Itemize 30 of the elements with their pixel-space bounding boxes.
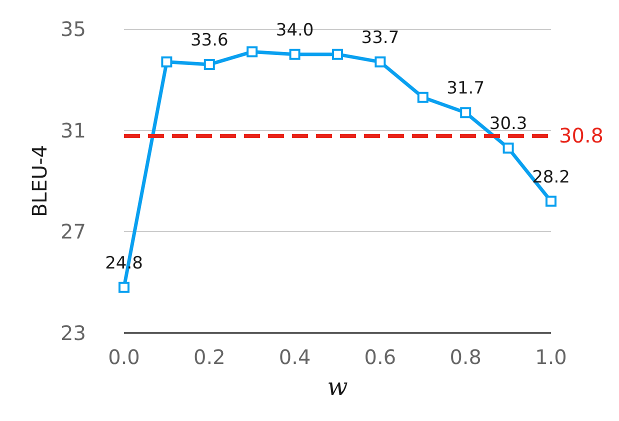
point: [246, 46, 258, 58]
point: [161, 56, 172, 68]
data-label: 30.3: [489, 114, 528, 134]
ref-line-label: 30.8: [559, 123, 604, 148]
data-label: 28.2: [532, 167, 570, 188]
y-tick-label: 31: [60, 118, 86, 142]
y-tick-label: 27: [60, 220, 86, 244]
point: [460, 107, 472, 118]
x-tick-label: 0.6: [364, 345, 396, 369]
point: [289, 48, 300, 60]
point: [546, 196, 556, 207]
point: [417, 92, 428, 103]
point: [332, 48, 343, 60]
data-label: 33.7: [361, 28, 400, 48]
y-tick-label: 23: [60, 321, 86, 345]
point: [502, 142, 514, 154]
data-label: 34.0: [276, 20, 314, 40]
data-label: 33.6: [190, 30, 228, 50]
point: [374, 56, 386, 68]
y-axis-title: BLEU-4: [28, 144, 52, 218]
y-tick-label: 35: [60, 17, 86, 41]
point: [204, 58, 215, 70]
x-axis-title: w: [327, 373, 348, 401]
x-tick-label: 0.0: [108, 345, 140, 369]
x-tick-label: 0.4: [278, 345, 311, 369]
data-label: 31.7: [446, 78, 485, 99]
x-tick-label: 1.0: [535, 345, 567, 369]
x-tick-label: 0.2: [193, 345, 226, 369]
x-tick-label: 0.8: [450, 345, 482, 369]
point: [118, 282, 130, 293]
